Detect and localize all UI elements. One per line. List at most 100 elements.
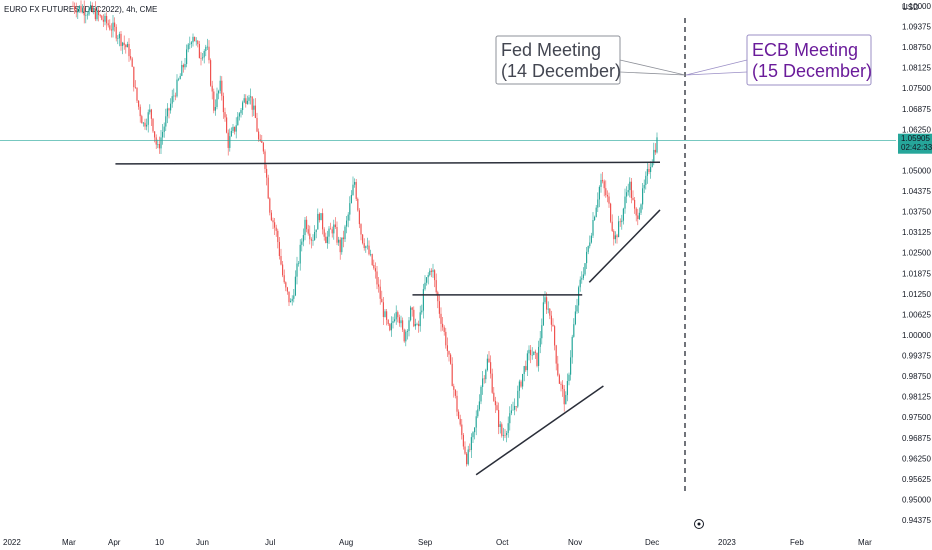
candle-body — [93, 8, 95, 12]
candle-body — [330, 228, 332, 230]
candle-body — [390, 322, 392, 331]
candle-body — [515, 405, 517, 407]
candle-body — [290, 300, 292, 303]
trendline-resistance-upper[interactable] — [115, 161, 661, 165]
trendline-support-upper[interactable] — [588, 209, 661, 283]
candle-body — [200, 58, 202, 59]
candle-body — [190, 42, 192, 44]
candle-body — [526, 353, 528, 371]
ecb-meeting-callout[interactable]: ECB Meeting (15 December) — [685, 34, 872, 86]
candle-body — [288, 291, 290, 303]
candle-body — [134, 87, 136, 88]
y-tick-label: 1.00625 — [902, 310, 931, 319]
y-tick-label: 1.06250 — [902, 125, 931, 134]
candle-body — [266, 168, 268, 178]
candle-body — [525, 366, 527, 371]
ecb-callout-line2: (15 December) — [752, 61, 872, 81]
candle-body — [538, 346, 540, 366]
candle-body — [179, 75, 181, 80]
fed-callout-box — [495, 35, 621, 85]
candle-body — [627, 190, 629, 193]
candle-body — [163, 126, 165, 132]
candle-body — [187, 44, 189, 50]
candle-body — [374, 268, 376, 272]
candle-body — [533, 351, 535, 355]
candle-body — [654, 149, 656, 153]
candle-body — [466, 453, 468, 465]
y-tick-label: 0.98750 — [902, 372, 931, 381]
candle-body — [523, 366, 525, 375]
candle-body — [557, 363, 559, 376]
candle-body — [451, 363, 453, 387]
candle-body — [486, 358, 488, 371]
candle-body — [488, 358, 490, 363]
candle-body — [357, 198, 359, 211]
candle-body — [408, 320, 410, 331]
candle-body — [245, 98, 247, 104]
x-tick-label: 2022 — [3, 538, 21, 547]
candle-body — [304, 219, 306, 236]
candle-body — [368, 245, 370, 255]
candle-body — [434, 270, 436, 281]
candle-body — [622, 208, 624, 221]
candle-body — [280, 255, 282, 265]
candle-body — [638, 212, 640, 220]
candle-body — [587, 246, 589, 252]
candle-body — [520, 381, 522, 387]
candle-body — [194, 36, 196, 42]
x-tick-label: Mar — [62, 538, 76, 547]
candle-body — [507, 423, 509, 434]
candle-body — [405, 331, 407, 342]
candle-body — [632, 197, 634, 200]
candle-body — [640, 204, 642, 213]
candle-body — [138, 100, 140, 107]
candle-body — [160, 137, 162, 149]
candle-body — [501, 424, 503, 436]
candle-body — [186, 49, 188, 65]
candle-body — [341, 237, 343, 253]
timezone-icon[interactable] — [694, 519, 704, 529]
candle-body — [277, 230, 279, 243]
candle-body — [238, 113, 240, 117]
candle-body — [243, 98, 245, 103]
candle-body — [171, 96, 173, 104]
candle-body — [173, 95, 175, 97]
candle-body — [158, 144, 160, 149]
candle-body — [576, 305, 578, 312]
time-axis: 2022 Mar Apr 10 Jun Jul Aug Sep Oct Nov Dec 2023 Feb… — [3, 538, 872, 547]
candle-body — [429, 270, 431, 276]
candle-body — [218, 90, 220, 94]
candle-body — [384, 311, 386, 317]
candle-body — [421, 310, 423, 313]
candle-body — [235, 125, 237, 132]
candle-body — [474, 427, 476, 433]
candle-body — [195, 40, 197, 42]
candle-body — [170, 103, 172, 111]
trendline-support-lower[interactable] — [475, 385, 604, 476]
candle-body — [106, 15, 108, 24]
candle-body — [651, 161, 653, 167]
candle-body — [546, 297, 548, 310]
candle-body — [419, 312, 421, 327]
candle-body — [98, 10, 100, 16]
candle-body — [82, 8, 84, 12]
candle-body — [442, 323, 444, 328]
candle-body — [643, 184, 645, 189]
candle-body — [346, 220, 348, 227]
candle-body — [514, 405, 516, 410]
current-price-value: 1.05905 — [901, 134, 930, 143]
candle-body — [542, 302, 544, 326]
candle-body — [656, 137, 658, 153]
candle-body — [285, 282, 287, 288]
candle-body — [472, 432, 474, 438]
y-tick-label: 0.97500 — [902, 413, 931, 422]
candle-body — [109, 25, 111, 30]
candle-body — [154, 131, 156, 138]
candle-body — [254, 105, 256, 118]
fed-meeting-callout[interactable]: Fed Meeting (14 December) — [495, 35, 686, 85]
candle-body — [589, 242, 591, 247]
candle-body — [275, 227, 277, 231]
candle-body — [120, 33, 122, 46]
candle-body — [224, 112, 226, 118]
